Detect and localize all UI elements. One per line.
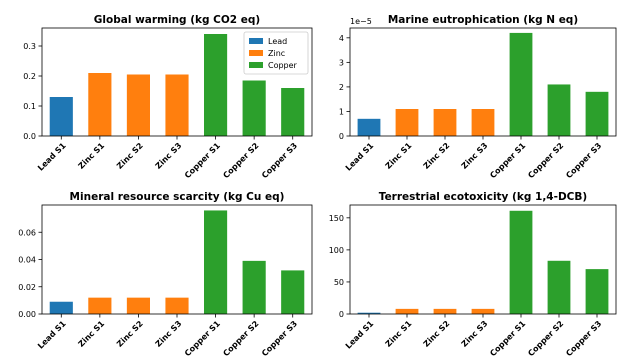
bar-zinc-s2 [433, 109, 457, 136]
x-tick-label: Copper S3 [260, 141, 299, 180]
bar-zinc-s3 [471, 308, 495, 314]
bar-copper-s2 [242, 80, 266, 136]
y-tick-label: 0.06 [18, 228, 36, 237]
bar-copper-s1 [204, 34, 228, 136]
x-tick-label: Copper S3 [260, 319, 299, 356]
y-tick-label: 0.1 [23, 102, 36, 111]
x-tick-label: Lead S1 [344, 319, 376, 351]
y-tick-label: 3 [339, 58, 344, 67]
y-tick-label: 2 [339, 83, 344, 92]
legend-swatch-zinc [249, 50, 263, 56]
y-offset-label: 1e−5 [350, 17, 372, 26]
y-tick-label: 0.02 [18, 283, 36, 292]
x-tick-label: Zinc S1 [384, 319, 414, 349]
chart-panel-mineral-resource-scarcity-kg-cu-eq: Mineral resource scarcity (kg Cu eq) 0.00… [18, 191, 313, 356]
x-tick-label: Lead S1 [36, 319, 68, 351]
bar-zinc-s3 [165, 74, 189, 136]
x-tick-label: Lead S1 [36, 141, 68, 173]
y-tick-label: 0.00 [18, 310, 36, 319]
y-tick-label: 100 [329, 246, 344, 255]
x-tick-label: Copper S3 [564, 319, 603, 356]
bar-lead-s1 [49, 301, 73, 314]
x-tick-label: Zinc S2 [115, 141, 145, 171]
legend-swatch-lead [249, 38, 263, 44]
bar-lead-s1 [49, 97, 73, 136]
y-tick-label: 1 [339, 107, 344, 116]
x-tick-label: Copper S1 [183, 141, 222, 180]
x-tick-label: Zinc S3 [460, 141, 490, 171]
bar-copper-s1 [509, 32, 533, 137]
y-tick-label: 150 [329, 214, 344, 223]
y-tick-label: 50 [334, 278, 344, 287]
bar-copper-s2 [547, 260, 571, 314]
x-tick-label: Copper S1 [488, 319, 527, 356]
bar-zinc-s1 [395, 308, 419, 314]
x-tick-label: Zinc S3 [154, 141, 184, 171]
bar-zinc-s2 [126, 297, 150, 314]
y-tick-label: 0.2 [23, 72, 36, 81]
x-tick-label: Zinc S3 [460, 319, 490, 349]
bar-zinc-s1 [88, 73, 112, 136]
y-tick-label: 0 [339, 132, 344, 141]
x-tick-label: Copper S2 [526, 141, 565, 180]
bar-copper-s2 [242, 260, 266, 314]
x-tick-label: Zinc S3 [154, 319, 184, 349]
legend-label-zinc: Zinc [268, 49, 285, 58]
x-tick-label: Copper S2 [526, 319, 565, 356]
legend: Lead Zinc Copper [243, 31, 309, 75]
x-tick-label: Copper S1 [183, 319, 222, 356]
y-tick-label: 0.04 [18, 256, 36, 265]
x-tick-label: Zinc S2 [422, 319, 452, 349]
x-tick-label: Zinc S1 [77, 141, 107, 171]
chart-panel-marine-eutrophication-kg-n-eq: Marine eutrophication (kg N eq) 0 1 2 3 4 1e−5… [339, 14, 617, 180]
x-tick-label: Copper S2 [221, 141, 260, 180]
bar-zinc-s1 [395, 109, 419, 136]
chart-title: Marine eutrophication (kg N eq) [388, 14, 578, 26]
legend-label-copper: Copper [268, 61, 298, 70]
bar-copper-s1 [204, 210, 228, 314]
chart-title: Terrestrial ecotoxicity (kg 1,4-DCB) [379, 191, 587, 203]
bar-zinc-s2 [433, 308, 457, 314]
chart-title: Mineral resource scarcity (kg Cu eq) [70, 191, 285, 203]
bar-lead-s1 [357, 118, 381, 136]
bar-copper-s3 [585, 269, 609, 314]
bar-copper-s3 [281, 88, 305, 136]
x-tick-label: Lead S1 [344, 141, 376, 173]
x-tick-label: Copper S2 [221, 319, 260, 356]
chart-panel-terrestrial-ecotoxicity-kg-1-4-dcb: Terrestrial ecotoxicity (kg 1,4-DCB) 0 50 1… [329, 191, 617, 356]
y-tick-label: 0.0 [23, 132, 36, 141]
legend-label-lead: Lead [268, 37, 287, 46]
legend-swatch-copper [249, 62, 263, 68]
y-tick-label: 4 [339, 34, 344, 43]
x-tick-label: Copper S3 [564, 141, 603, 180]
bar-lead-s1 [357, 312, 381, 314]
bar-copper-s3 [585, 91, 609, 136]
y-tick-label: 0 [339, 310, 344, 319]
x-tick-label: Zinc S2 [115, 319, 145, 349]
x-tick-label: Zinc S2 [422, 141, 452, 171]
bar-zinc-s3 [471, 109, 495, 136]
x-tick-label: Zinc S1 [384, 141, 414, 171]
y-tick-label: 0.3 [23, 42, 36, 51]
bar-copper-s1 [509, 210, 533, 314]
bar-zinc-s1 [88, 297, 112, 314]
bar-copper-s3 [281, 270, 305, 314]
axes-frame [349, 204, 617, 315]
bar-zinc-s3 [165, 297, 189, 314]
x-tick-label: Copper S1 [488, 141, 527, 180]
x-tick-label: Zinc S1 [77, 319, 107, 349]
bar-copper-s2 [547, 84, 571, 136]
chart-title: Global warming (kg CO2 eq) [94, 14, 260, 26]
bar-zinc-s2 [126, 74, 150, 136]
